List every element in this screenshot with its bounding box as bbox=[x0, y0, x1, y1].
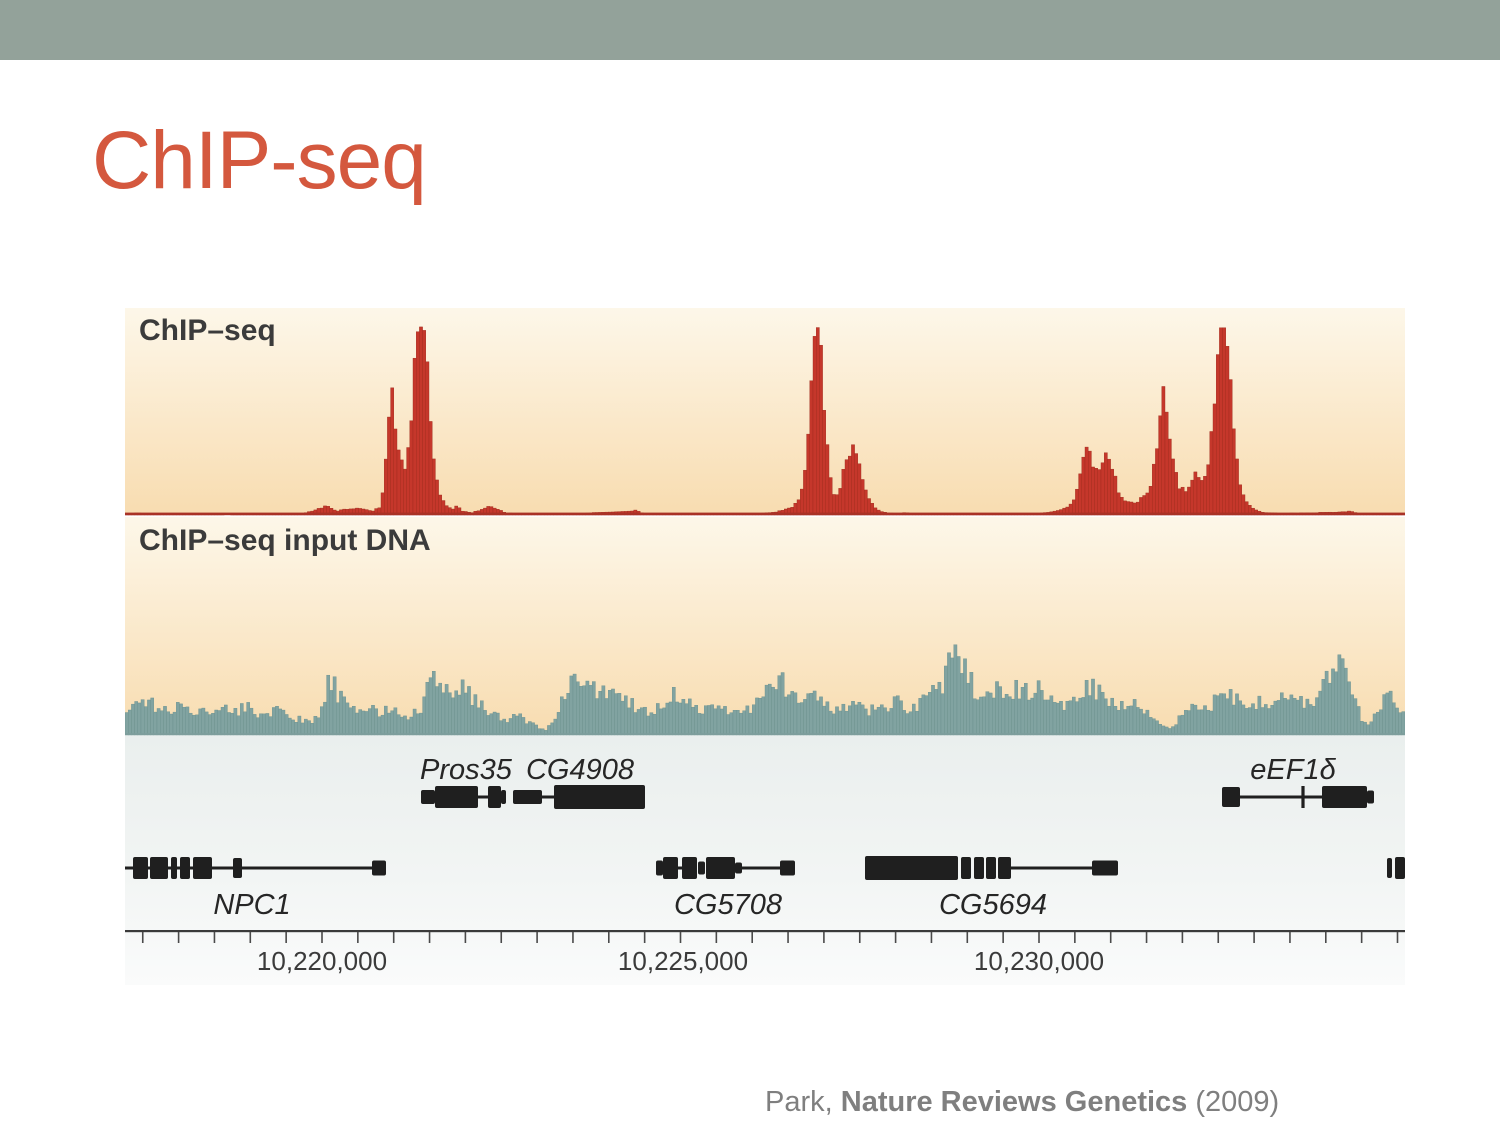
svg-text:10,225,000: 10,225,000 bbox=[618, 946, 748, 976]
svg-text:eEF1δ: eEF1δ bbox=[1250, 754, 1336, 786]
svg-text:CG4908: CG4908 bbox=[526, 754, 634, 786]
svg-text:CG5708: CG5708 bbox=[674, 889, 782, 921]
svg-text:NPC1: NPC1 bbox=[213, 889, 290, 921]
chipseq-figure: 10,220,000 10,225,000 10,230,000 Pros35 CG49… bbox=[125, 308, 1405, 985]
top-bar bbox=[0, 0, 1500, 60]
svg-text:CG5694: CG5694 bbox=[939, 889, 1047, 921]
chip-seq-track-label: ChIP–seq bbox=[139, 314, 276, 347]
genome-tracks-svg: 10,220,000 10,225,000 10,230,000 Pros35 CG49… bbox=[125, 308, 1405, 985]
citation-year: (2009) bbox=[1187, 1086, 1280, 1118]
page-title: ChIP-seq bbox=[92, 115, 427, 206]
svg-text:10,230,000: 10,230,000 bbox=[974, 946, 1104, 976]
citation-journal: Nature Reviews Genetics bbox=[840, 1086, 1188, 1118]
svg-text:Pros35: Pros35 bbox=[420, 754, 513, 786]
citation-author: Park, bbox=[765, 1086, 841, 1118]
citation: Park, Nature Reviews Genetics (2009) bbox=[765, 1086, 1279, 1119]
svg-text:10,220,000: 10,220,000 bbox=[257, 946, 387, 976]
input-dna-track-label: ChIP–seq input DNA bbox=[139, 524, 431, 557]
